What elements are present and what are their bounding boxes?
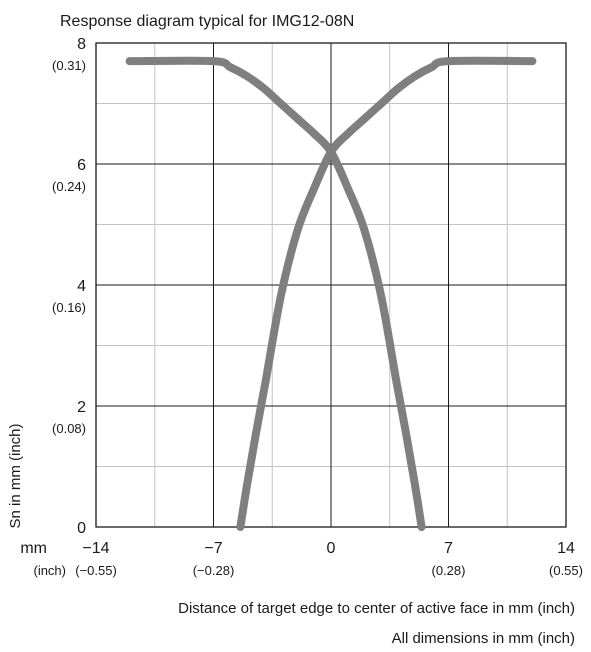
y-tick-label: 8 bbox=[77, 36, 86, 53]
grid-major bbox=[96, 43, 566, 527]
x-tick-label: 14 bbox=[557, 540, 575, 557]
y-tick-sub-label: (0.24) bbox=[52, 179, 86, 194]
x-tick-sub-label: (−0.28) bbox=[193, 563, 235, 578]
x-tick-label: −7 bbox=[204, 540, 222, 557]
y-tick-sub-label: (0.08) bbox=[52, 421, 86, 436]
y-axis-label: Sn in mm (inch) bbox=[7, 423, 24, 528]
chart-title: Response diagram typical for IMG12-08N bbox=[60, 13, 354, 30]
series-line-2 bbox=[236, 56, 537, 531]
x-unit-sub-label: (inch) bbox=[33, 563, 66, 578]
footnote: All dimensions in mm (inch) bbox=[392, 630, 575, 647]
series-layer bbox=[125, 56, 537, 531]
y-tick-labels: 0 2 (0.08) 4 (0.16) 6 (0.24) 8 (0.31) bbox=[52, 36, 86, 537]
x-tick-label: −14 bbox=[82, 540, 109, 557]
y-tick-sub-label: (0.16) bbox=[52, 300, 86, 315]
y-tick-label: 6 bbox=[77, 157, 86, 174]
x-tick-sub-label: (0.55) bbox=[549, 563, 583, 578]
x-tick-labels: −14 (−0.55) −7 (−0.28) 0 7 (0.28) 14 (0.55) bbox=[75, 540, 583, 578]
x-tick-label: 0 bbox=[327, 540, 336, 557]
y-tick-sub-label: (0.31) bbox=[52, 58, 86, 73]
x-axis-label: Distance of target edge to center of act… bbox=[178, 600, 575, 617]
y-tick-label: 0 bbox=[77, 520, 86, 537]
series-line-1 bbox=[125, 56, 426, 531]
x-unit-label: mm bbox=[20, 540, 47, 557]
plot-frame bbox=[95, 42, 567, 528]
x-tick-sub-label: (0.28) bbox=[432, 563, 466, 578]
y-tick-label: 2 bbox=[77, 399, 86, 416]
y-tick-label: 4 bbox=[77, 278, 86, 295]
x-tick-sub-label: (−0.55) bbox=[75, 563, 117, 578]
x-tick-label: 7 bbox=[444, 540, 453, 557]
